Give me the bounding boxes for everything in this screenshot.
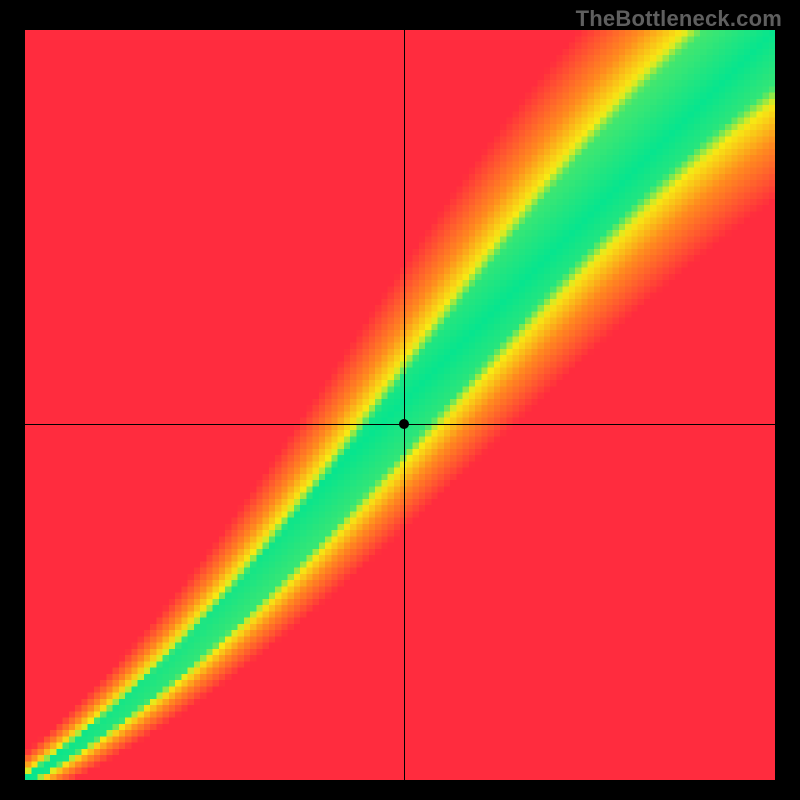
crosshair-vertical	[404, 30, 405, 780]
heatmap-canvas	[25, 30, 775, 780]
watermark-label: TheBottleneck.com	[576, 6, 782, 32]
crosshair-dot	[399, 419, 409, 429]
bottleneck-heatmap	[25, 30, 775, 780]
